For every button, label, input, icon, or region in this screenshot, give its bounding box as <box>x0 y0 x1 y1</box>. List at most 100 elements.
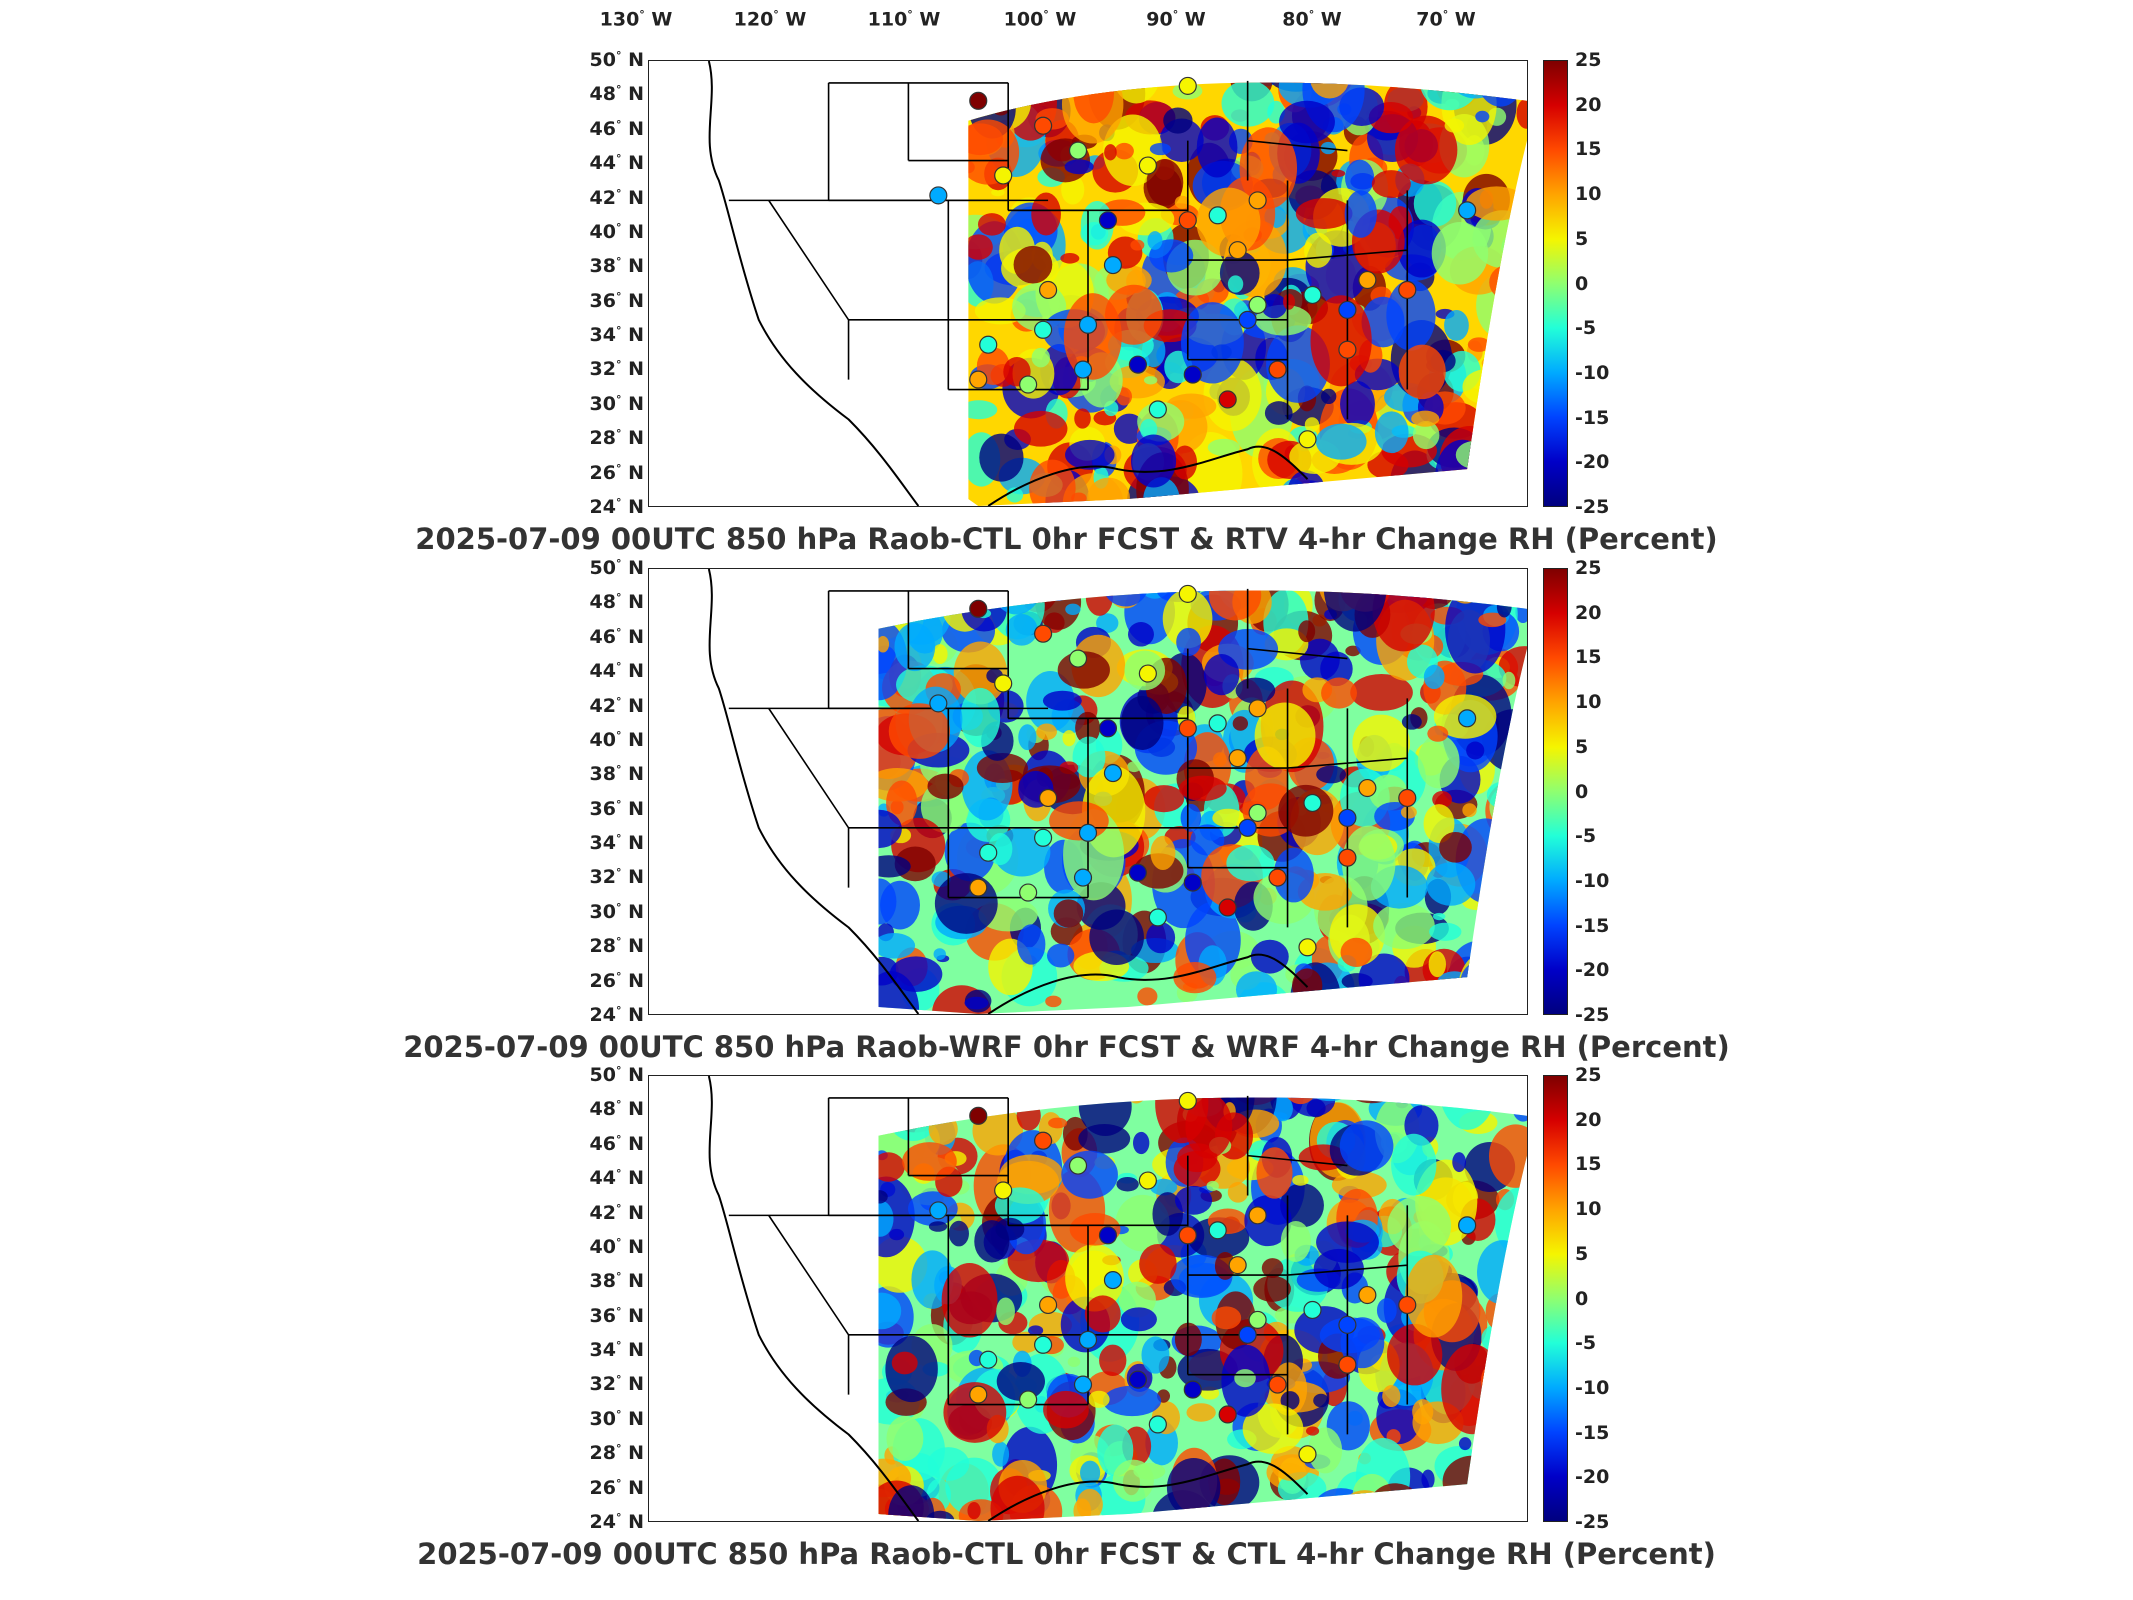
degree-symbol: ° <box>615 117 622 131</box>
raob-station-marker <box>1068 1156 1088 1175</box>
colorbar-ticks: 25 20 15 10 5 0 -5 -10 -15 -20 -25 <box>1575 1064 1635 1533</box>
panel-title: 2025-07-09 00UTC 850 hPa Raob-CTL 0hr FC… <box>417 1537 1716 1571</box>
longitude-label: 120° W <box>734 8 807 30</box>
latitude-hemisphere: N <box>621 591 644 614</box>
latitude-degrees: 24 <box>589 1511 616 1534</box>
colorbar-tick-label: -25 <box>1575 1511 1610 1533</box>
raob-station-marker <box>969 370 988 389</box>
latitude-degrees: 32 <box>589 1373 616 1396</box>
latitude-label: 30° N <box>590 1408 644 1430</box>
raob-station-marker <box>1268 1375 1287 1394</box>
latitude-degrees: 40 <box>589 729 616 752</box>
raob-station-marker <box>1098 211 1118 230</box>
latitude-label: 42° N <box>590 186 644 208</box>
latitude-hemisphere: N <box>621 763 644 786</box>
latitude-axis: 50° N 48° N 46° N 44° N 42° N 40° N 38° N 36° N… <box>560 49 644 518</box>
raob-station-marker <box>1019 375 1038 394</box>
latitude-hemisphere: N <box>621 935 644 958</box>
latitude-hemisphere: N <box>621 1167 644 1190</box>
raob-station-marker <box>1178 719 1197 738</box>
raob-station-marker <box>1248 803 1267 822</box>
latitude-degrees: 34 <box>589 324 616 347</box>
latitude-label: 46° N <box>590 118 644 140</box>
latitude-label: 34° N <box>590 832 644 854</box>
latitude-hemisphere: N <box>621 393 644 416</box>
latitude-hemisphere: N <box>621 866 644 889</box>
map-canvas <box>707 1076 1527 1521</box>
degree-symbol: ° <box>615 900 622 914</box>
degree-symbol: ° <box>615 935 622 949</box>
map-canvas <box>707 61 1527 506</box>
longitude-hemisphere: W <box>1048 8 1077 31</box>
rh-change-map <box>648 568 1528 1015</box>
degree-symbol: ° <box>615 323 622 337</box>
latitude-degrees: 40 <box>589 1236 616 1259</box>
latitude-hemisphere: N <box>621 797 644 820</box>
raob-station-marker <box>1398 788 1417 808</box>
colorbar-tick-label: -5 <box>1575 825 1597 848</box>
latitude-label: 30° N <box>590 393 644 415</box>
degree-symbol: ° <box>615 1235 622 1249</box>
raob-station-marker <box>1218 898 1237 917</box>
longitude-hemisphere: W <box>1314 8 1342 31</box>
raob-station-marker <box>1238 818 1257 837</box>
latitude-label: 38° N <box>590 763 644 785</box>
degree-symbol: ° <box>615 495 622 509</box>
raob-station-marker <box>1358 778 1377 798</box>
raob-station-marker <box>1034 1335 1053 1354</box>
latitude-label: 34° N <box>590 324 644 346</box>
latitude-degrees: 42 <box>589 1201 616 1224</box>
raob-station-marker <box>1019 883 1038 902</box>
rh-change-map <box>648 60 1528 507</box>
colorbar-tick-label: -20 <box>1575 1466 1610 1489</box>
raob-station-marker <box>1034 320 1053 339</box>
latitude-label: 28° N <box>590 1442 644 1464</box>
raob-station-marker <box>1128 1370 1147 1389</box>
latitude-degrees: 44 <box>589 660 616 683</box>
latitude-degrees: 34 <box>589 832 616 855</box>
raob-station-marker <box>1268 868 1287 887</box>
raob-station-marker <box>1398 1295 1417 1315</box>
latitude-label: 36° N <box>590 290 644 312</box>
raob-station-marker <box>1078 315 1098 334</box>
raob-station-marker <box>969 1385 988 1404</box>
colorbar-tick-label: -5 <box>1575 317 1597 340</box>
raob-station-marker <box>1338 808 1357 827</box>
latitude-label: 38° N <box>590 1270 644 1292</box>
raob-station-marker <box>1228 241 1247 260</box>
latitude-hemisphere: N <box>621 427 644 450</box>
colorbar-tick-label: 5 <box>1575 735 1589 758</box>
raob-station-marker <box>1128 355 1147 374</box>
longitude-hemisphere: W <box>644 8 673 31</box>
raob-station-marker <box>1068 649 1088 668</box>
latitude-hemisphere: N <box>621 1511 644 1534</box>
raob-station-marker <box>1078 823 1098 842</box>
latitude-label: 46° N <box>590 1133 644 1155</box>
state-borders <box>728 199 1089 391</box>
latitude-label: 46° N <box>590 626 644 648</box>
latitude-hemisphere: N <box>621 1004 644 1027</box>
degree-symbol: ° <box>615 255 622 269</box>
latitude-hemisphere: N <box>621 1098 644 1121</box>
degree-symbol: ° <box>615 556 622 570</box>
raob-station-marker <box>1073 868 1093 887</box>
latitude-label: 26° N <box>590 1476 644 1498</box>
degree-symbol: ° <box>615 1442 622 1456</box>
raob-station-marker <box>1338 1315 1357 1334</box>
latitude-label: 48° N <box>590 591 644 613</box>
map-canvas <box>707 569 1527 1014</box>
longitude-hemisphere: W <box>1178 8 1206 31</box>
raob-station-marker <box>979 1350 998 1369</box>
colorbar-tick-label: 10 <box>1575 1198 1602 1221</box>
colorbar-tick-label: -10 <box>1575 361 1610 384</box>
raob-station-marker <box>1103 764 1123 783</box>
degree-symbol: ° <box>615 728 622 742</box>
latitude-degrees: 48 <box>589 591 616 614</box>
degree-symbol: ° <box>615 1407 622 1421</box>
latitude-hemisphere: N <box>621 901 644 924</box>
latitude-degrees: 48 <box>589 83 616 106</box>
map-panel: 50° N 48° N 46° N 44° N 42° N 40° N 38° N 36° N… <box>0 557 2133 1026</box>
latitude-hemisphere: N <box>621 694 644 717</box>
raob-station-marker <box>1298 1445 1317 1464</box>
map-panel: 50° N 48° N 46° N 44° N 42° N 40° N 38° N 36° N… <box>0 49 2133 518</box>
